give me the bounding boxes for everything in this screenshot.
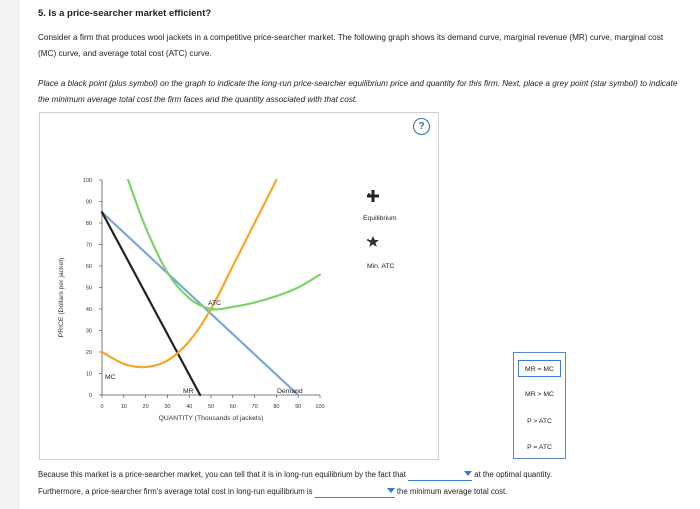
atc-curve xyxy=(127,178,322,311)
y-tick-label: 50 xyxy=(86,286,92,292)
y-tick-label: 100 xyxy=(83,178,92,184)
x-tick-label: 30 xyxy=(164,404,170,410)
x-tick-label: 20 xyxy=(143,404,149,410)
y-tick-label: 70 xyxy=(86,243,92,249)
x-tick-label: 90 xyxy=(295,404,301,410)
sentence-1-after: at the optimal quantity. xyxy=(474,470,553,479)
graph-canvas[interactable]: 0 10 20 30 40 50 60 70 80 90 100 0 10 20 30 40 50 60 70 80 9… xyxy=(40,113,438,459)
y-tick-label: 80 xyxy=(86,221,92,227)
question-page: 5. Is a price-searcher market efficient?… xyxy=(20,0,700,509)
y-tick-label: 0 xyxy=(89,393,92,399)
dropdown-option-p-greater-atc[interactable]: P > ATC xyxy=(527,418,552,425)
answer-sentence-1: Because this market is a price-searcher … xyxy=(38,469,552,481)
plus-icon xyxy=(367,190,379,202)
equilibrium-condition-dropdown[interactable] xyxy=(408,470,473,481)
demand-curve xyxy=(100,211,300,397)
atc-curve-label: ATC xyxy=(208,300,221,307)
help-icon[interactable]: ? xyxy=(413,118,430,135)
curves xyxy=(100,178,322,397)
x-tick-label: 0 xyxy=(100,404,103,410)
x-tick-label: 50 xyxy=(208,404,214,410)
y-tick-label: 30 xyxy=(86,329,92,335)
mr-curve xyxy=(100,211,202,397)
answer-sentence-2: Furthermore, a price-searcher firm's ave… xyxy=(38,486,507,498)
x-axis-label: QUANTITY (Thousands of jackets) xyxy=(159,415,264,422)
demand-curve-label: Demand xyxy=(277,388,303,395)
x-tick-label: 40 xyxy=(186,404,192,410)
y-tick-label: 40 xyxy=(86,307,92,313)
star-icon xyxy=(367,236,379,247)
y-axis-label: PRICE (Dollars per jacket) xyxy=(58,258,65,338)
sentence-2-before: Furthermore, a price-searcher firm's ave… xyxy=(38,487,313,496)
dropdown-option-mr-equals-mc[interactable]: MR = MC xyxy=(518,360,561,377)
y-tick-label: 20 xyxy=(86,350,92,356)
graph-panel[interactable]: ? 0 10 20 30 40 50 60 70 80 90 100 0 10 20 30 40 50 60 70 8… xyxy=(39,112,439,460)
sentence-2-after: the minimum average total cost. xyxy=(396,487,508,496)
mc-curve-label: MC xyxy=(105,374,116,381)
y-tick-label: 10 xyxy=(86,372,92,378)
question-instructions: Place a black point (plus symbol) on the… xyxy=(38,79,678,104)
dropdown-options-panel[interactable]: MR = MC MR > MC P > ATC P = ATC xyxy=(513,352,566,459)
question-title: 5. Is a price-searcher market efficient? xyxy=(38,8,212,19)
sentence-1-before: Because this market is a price-searcher … xyxy=(38,470,406,479)
chevron-down-icon xyxy=(464,471,473,476)
x-tick-label: 80 xyxy=(273,404,279,410)
x-tick-label: 100 xyxy=(315,404,324,410)
min-atc-legend-label: Min. ATC xyxy=(367,263,395,270)
axes: 0 10 20 30 40 50 60 70 80 90 100 0 10 20 30 40 50 60 70 80 9… xyxy=(58,178,325,422)
dropdown-option-mr-greater-mc[interactable]: MR > MC xyxy=(525,391,554,398)
min-atc-tool[interactable] xyxy=(367,236,379,247)
y-tick-label: 90 xyxy=(86,200,92,206)
y-tick-label: 60 xyxy=(86,264,92,270)
equilibrium-legend-label: Equilibrium xyxy=(363,215,397,222)
x-tick-label: 70 xyxy=(252,404,258,410)
mc-curve xyxy=(100,178,278,369)
atc-comparison-dropdown[interactable] xyxy=(314,487,395,498)
mr-curve-label: MR xyxy=(183,388,194,395)
equilibrium-tool[interactable] xyxy=(367,190,379,202)
dropdown-option-p-equals-atc[interactable]: P = ATC xyxy=(527,444,552,451)
question-intro: Consider a firm that produces wool jacke… xyxy=(38,33,664,58)
chevron-down-icon xyxy=(386,488,395,493)
x-tick-label: 60 xyxy=(230,404,236,410)
x-tick-label: 10 xyxy=(121,404,127,410)
